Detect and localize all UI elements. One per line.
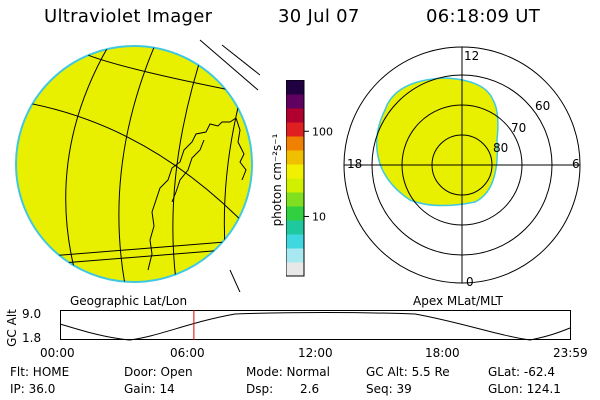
colorbar-segment (286, 248, 304, 263)
auroral-image-region (375, 77, 499, 207)
mlt-label-18: 18 (347, 157, 362, 171)
timeline-axis-label: GC Alt (5, 309, 19, 347)
timeline-xtick-2: 12:00 (298, 346, 333, 360)
mode-status: Mode: Normal (246, 365, 330, 379)
polar-panel-label: Apex MLat/MLT (413, 294, 503, 308)
timeline-plot (60, 310, 571, 341)
polar-plot: 12 18 6 0 60 70 80 (343, 46, 581, 289)
colorbar-segment (286, 80, 304, 95)
colorbar: 100 10 (286, 80, 333, 277)
colorbar-segment (286, 122, 304, 137)
colorbar-segment (286, 206, 304, 221)
time-label: 06:18:09 UT (426, 6, 541, 27)
date-label: 30 Jul 07 (278, 6, 360, 27)
door-status: Door: Open (124, 365, 193, 379)
colorbar-segment (286, 262, 304, 277)
mlat-label-60: 60 (535, 99, 550, 113)
colorbar-segment (286, 94, 304, 109)
mlat-label-80: 80 (493, 141, 508, 155)
timeline-ytick-bottom: 1.8 (22, 331, 42, 345)
mlt-label-0: 0 (466, 275, 474, 289)
timeline-xtick-4: 23:59 (553, 346, 588, 360)
geographic-image-panel (15, 39, 260, 292)
colorbar-segment (286, 234, 304, 249)
colorbar-segment (286, 178, 304, 193)
flight-status: Flt: HOME (10, 365, 70, 379)
dsp-value: 2.6 (300, 382, 320, 396)
colorbar-tick-label: 10 (312, 210, 326, 223)
timeline-xtick-1: 06:00 (170, 346, 205, 360)
ip-value: IP: 36.0 (10, 382, 56, 396)
timeline-xtick-0: 00:00 (40, 346, 75, 360)
coastline (147, 117, 247, 271)
timeline-axis-wrap: GC Alt (4, 309, 20, 347)
colorbar-segment (286, 150, 304, 165)
colorbar-tick-label: 100 (312, 125, 333, 138)
timeline-ytick-top: 9.0 (22, 307, 42, 321)
colorbar-segment (286, 108, 304, 123)
mlat-label-70: 70 (511, 121, 526, 135)
app-title: Ultraviolet Imager (44, 6, 213, 27)
gc-altitude: GC Alt: 5.5 Re (366, 365, 450, 379)
mlt-label-12: 12 (464, 49, 479, 63)
geo-longitude: GLon: 124.1 (488, 382, 561, 396)
geo-latitude: GLat: -62.4 (488, 365, 555, 379)
colorbar-unit-wrap: photon cm⁻²s⁻¹ (268, 80, 286, 280)
colorbar-segment (286, 220, 304, 235)
mlt-label-6: 6 (572, 157, 580, 171)
earth-disk (15, 45, 253, 283)
timeline-xtick-3: 18:00 (425, 346, 460, 360)
dsp-label: Dsp: (246, 382, 274, 396)
colorbar-segment (286, 164, 304, 179)
colorbar-unit-label: photon cm⁻²s⁻¹ (270, 133, 284, 227)
colorbar-segment (286, 136, 304, 151)
geo-panel-label: Geographic Lat/Lon (70, 294, 188, 308)
altitude-curve (60, 312, 571, 341)
colorbar-segment (286, 192, 304, 207)
sequence-value: Seq: 39 (366, 382, 412, 396)
gain-value: Gain: 14 (124, 382, 175, 396)
